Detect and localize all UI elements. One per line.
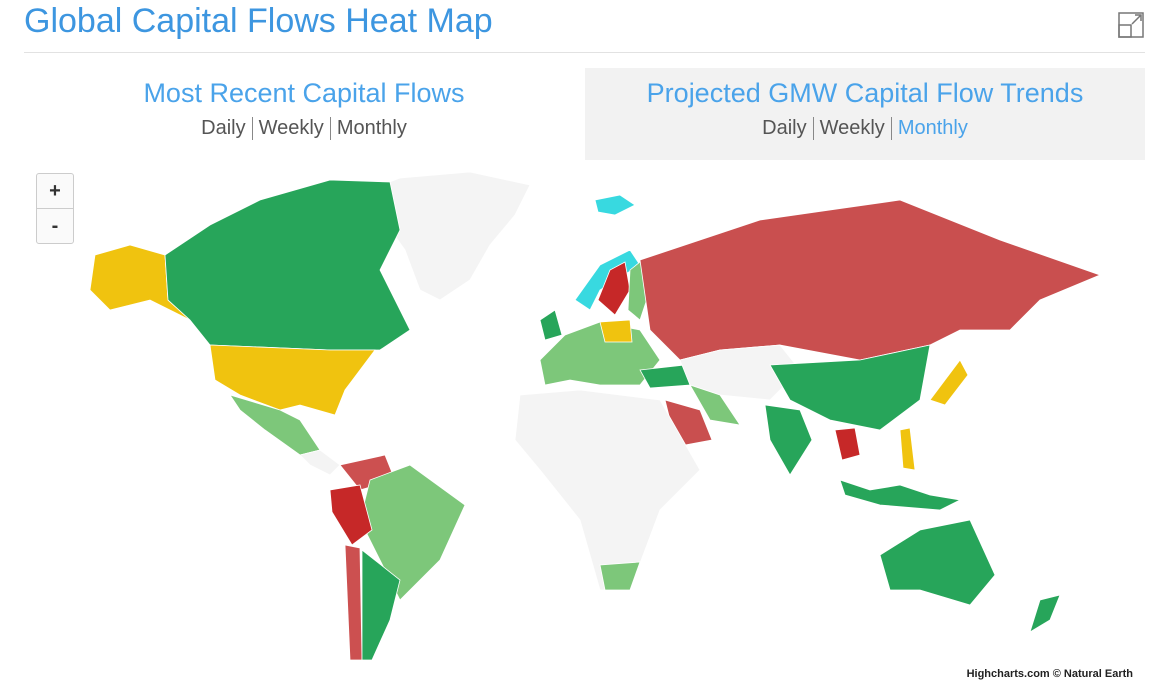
- world-map: [89, 171, 1102, 661]
- region[interactable]: [879, 519, 996, 606]
- region[interactable]: [329, 484, 373, 546]
- region[interactable]: [929, 359, 969, 406]
- credits[interactable]: Highcharts.com © Natural Earth: [966, 668, 1133, 680]
- region[interactable]: [764, 404, 813, 476]
- region[interactable]: [769, 344, 931, 431]
- region[interactable]: [899, 427, 916, 471]
- region[interactable]: [539, 309, 563, 341]
- period-list: Daily Weekly Monthly: [585, 117, 1145, 140]
- tab-title[interactable]: Projected GMW Capital Flow Trends: [646, 78, 1084, 108]
- region[interactable]: [164, 179, 411, 351]
- period-option[interactable]: Daily: [201, 117, 246, 139]
- region[interactable]: [1029, 594, 1061, 633]
- period-list: Daily Weekly Monthly: [24, 117, 584, 140]
- region[interactable]: [344, 544, 363, 661]
- expand-icon[interactable]: [1118, 12, 1144, 38]
- region[interactable]: [594, 194, 636, 216]
- region[interactable]: [354, 171, 531, 301]
- region[interactable]: [834, 427, 861, 461]
- period-option[interactable]: Monthly: [329, 117, 413, 140]
- region[interactable]: [839, 479, 962, 511]
- region[interactable]: [599, 319, 633, 343]
- region[interactable]: [299, 449, 341, 476]
- period-option[interactable]: Weekly: [251, 117, 330, 140]
- region[interactable]: [597, 261, 631, 316]
- region[interactable]: [209, 344, 376, 416]
- tab[interactable]: Projected GMW Capital Flow Trends Daily W…: [585, 68, 1145, 160]
- period-option[interactable]: Weekly: [812, 117, 891, 140]
- period-option[interactable]: Monthly: [890, 117, 974, 140]
- tab[interactable]: Most Recent Capital Flows Daily Weekly Mon…: [24, 68, 584, 160]
- page-title: Global Capital Flows Heat Map: [24, 2, 493, 40]
- zoom-in-button[interactable]: +: [49, 180, 61, 202]
- tab-title[interactable]: Most Recent Capital Flows: [143, 78, 465, 108]
- region[interactable]: [599, 561, 641, 591]
- divider: [24, 52, 1145, 53]
- zoom-control: + -: [36, 173, 74, 244]
- region[interactable]: [689, 384, 741, 426]
- zoom-out-button[interactable]: -: [37, 208, 73, 243]
- region[interactable]: [639, 199, 1102, 361]
- period-option[interactable]: Daily: [762, 117, 807, 139]
- region[interactable]: [361, 549, 401, 661]
